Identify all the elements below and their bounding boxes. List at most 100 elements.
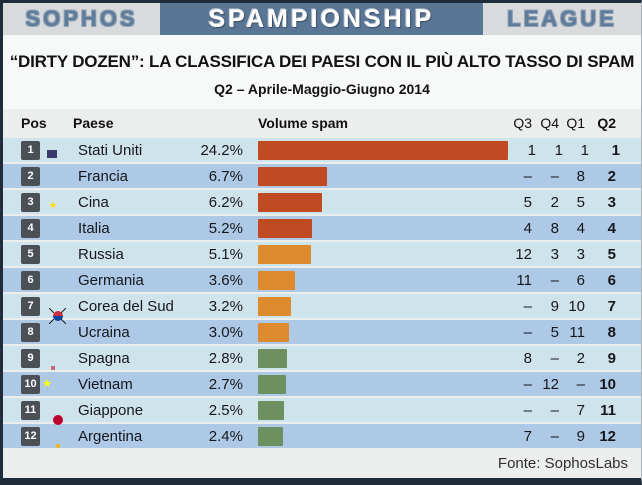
rank-q3: – — [523, 401, 532, 419]
rank-q2: 3 — [607, 193, 616, 211]
rank-q2: 12 — [599, 427, 616, 445]
country-name: Argentina — [78, 427, 143, 445]
masthead: SOPHOS SPAMPIONSHIP LEAGUE — [3, 3, 641, 35]
country-name: Spagna — [78, 349, 130, 367]
bar-track — [243, 218, 504, 238]
spam-volume-bar — [258, 374, 286, 394]
rank-q2: 4 — [607, 219, 616, 237]
rank-q3: – — [523, 375, 532, 393]
page-title: “DIRTY DOZEN”: LA CLASSIFICA DEI PAESI C… — [9, 52, 635, 71]
bar-track — [243, 140, 508, 160]
spam-volume-bar — [258, 426, 283, 446]
header-country: Paese — [73, 115, 114, 131]
rank-q4: 5 — [550, 323, 559, 341]
bar-track — [243, 374, 504, 394]
country-name: Giappone — [78, 401, 144, 419]
country-name: Corea del Sud — [78, 297, 174, 315]
rank-q1: 7 — [576, 401, 585, 419]
spam-percentage: 3.6% — [208, 271, 243, 289]
rank-q2: 9 — [607, 349, 616, 367]
header-volume-spam: Volume spam — [258, 115, 348, 131]
rank-q1: 11 — [569, 323, 585, 341]
spam-volume-bar — [258, 296, 291, 316]
bar-track — [243, 270, 504, 290]
spam-percentage: 3.2% — [208, 297, 243, 315]
rank-q1: 3 — [576, 245, 585, 263]
position-badge: 2 — [21, 166, 40, 186]
table-row: 7 Corea del Sud 3.2% –9 10 7 — [3, 294, 641, 318]
rank-q4: 12 — [542, 375, 559, 393]
bar-track — [243, 296, 504, 316]
position-badge: 8 — [21, 322, 40, 342]
table-row: 11 Giappone 2.5% – –7 11 — [3, 398, 641, 422]
spam-volume-bar — [258, 166, 327, 186]
rank-q3: 1 — [527, 141, 536, 159]
masthead-league: LEAGUE — [483, 3, 641, 35]
spam-volume-bar — [258, 348, 287, 368]
spam-percentage: 2.8% — [208, 349, 243, 367]
spam-percentage: 24.2% — [200, 141, 243, 159]
source-credit: Fonte: SophosLabs — [497, 454, 628, 472]
spam-percentage: 5.1% — [208, 245, 243, 263]
ranking-table: 1 Stati Uniti 24.2% 1 1 1 1 2 Francia 6.7% – –8 2 3 Ci… — [3, 138, 641, 448]
table-row: 5 Russia 5.1% 12 3 3 5 — [3, 242, 641, 266]
position-badge: 3 — [21, 192, 40, 212]
rank-q3: 8 — [523, 349, 532, 367]
rank-q2: 7 — [607, 297, 616, 315]
spam-percentage: 2.4% — [208, 427, 243, 445]
rank-q4: 2 — [550, 193, 559, 211]
table-row: 2 Francia 6.7% – –8 2 — [3, 164, 641, 188]
table-row: 10 Vietnam 2.7% –12–10 — [3, 372, 641, 396]
country-name: Francia — [78, 167, 129, 185]
country-name: Vietnam — [78, 375, 133, 393]
rank-q3: – — [523, 323, 532, 341]
spam-percentage: 3.0% — [208, 323, 243, 341]
rank-q2: 6 — [607, 271, 616, 289]
bar-track — [243, 400, 504, 420]
country-name: Cina — [78, 193, 109, 211]
rank-q1: 2 — [576, 349, 585, 367]
spam-percentage: 2.5% — [208, 401, 243, 419]
footer: Fonte: SophosLabs — [3, 448, 641, 478]
rank-q3: 5 — [523, 193, 532, 211]
bar-track — [243, 166, 504, 186]
rank-q4: 9 — [550, 297, 559, 315]
table-row: 6 Germania 3.6% 11–6 6 — [3, 268, 641, 292]
rank-q1: 6 — [576, 271, 585, 289]
header-q2: Q2 — [597, 115, 616, 131]
rank-q2: 8 — [607, 323, 616, 341]
position-badge: 6 — [21, 270, 40, 290]
position-badge: 9 — [21, 348, 40, 368]
spam-volume-bar — [258, 400, 284, 420]
bar-track — [243, 322, 504, 342]
masthead-spampionship: SPAMPIONSHIP — [160, 3, 483, 35]
position-badge: 10 — [21, 374, 40, 394]
spam-volume-bar — [258, 192, 322, 212]
masthead-sophos: SOPHOS — [3, 3, 160, 35]
position-badge: 4 — [21, 218, 40, 238]
rank-q4: – — [550, 271, 559, 289]
rank-q4: 8 — [550, 219, 559, 237]
country-name: Germania — [78, 271, 144, 289]
bar-track — [243, 244, 504, 264]
position-badge: 12 — [21, 426, 40, 446]
rank-q4: – — [550, 349, 559, 367]
rank-q1: – — [576, 375, 585, 393]
title-band: “DIRTY DOZEN”: LA CLASSIFICA DEI PAESI C… — [3, 35, 641, 109]
rank-q2: 1 — [611, 141, 620, 159]
position-badge: 5 — [21, 244, 40, 264]
spam-volume-bar — [258, 218, 312, 238]
rank-q4: – — [550, 167, 559, 185]
header-q1: Q1 — [566, 115, 585, 131]
rank-q1: 10 — [568, 297, 585, 315]
table-row: 4 Italia 5.2% 4 8 4 4 — [3, 216, 641, 240]
position-badge: 7 — [21, 296, 40, 316]
spam-volume-bar — [258, 322, 289, 342]
rank-q3: – — [523, 167, 532, 185]
spam-percentage: 6.2% — [208, 193, 243, 211]
rank-q3: 7 — [523, 427, 532, 445]
table-row: 3 Cina 6.2% 5 2 5 3 — [3, 190, 641, 214]
rank-q4: 1 — [554, 141, 563, 159]
table-row: 9 Spagna 2.8% 8–2 9 — [3, 346, 641, 370]
